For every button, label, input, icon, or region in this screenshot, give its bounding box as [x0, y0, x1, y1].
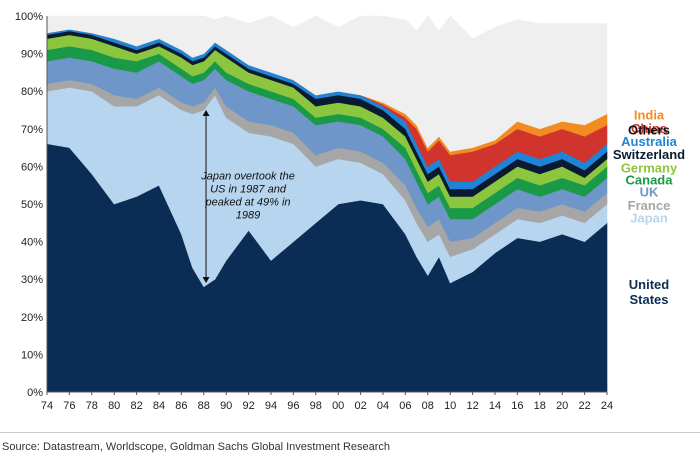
y-tick-label: 20%: [21, 312, 43, 324]
x-tick-labels: 74 76 78 80 82 84 86 88 90 92 94 96 98 00 02 04 06 08 10 12…: [41, 392, 613, 412]
x-tick-label: 80: [108, 400, 120, 412]
footer-divider: [0, 432, 700, 433]
source-note: Source: Datastream, Worldscope, Goldman …: [2, 441, 391, 453]
annotation-arrowhead-down: [202, 276, 210, 283]
x-tick-label: 08: [422, 400, 434, 412]
y-tick-label: 70%: [21, 124, 43, 136]
axes-group: [46, 16, 607, 393]
stacked-area-chart: 0% 10% 20% 30% 40% 50% 60% 70% 80% 90% 100% 74 76 78…: [15, 11, 685, 412]
x-tick-label: 96: [287, 400, 299, 412]
x-tick-label: 22: [578, 400, 590, 412]
area-others: [46, 15, 608, 152]
x-tick-label: 78: [86, 400, 98, 412]
x-tick-label: 82: [130, 400, 142, 412]
x-tick-label: 00: [332, 400, 344, 412]
legend-label-germany: Germany: [621, 160, 678, 175]
y-tick-label: 50%: [21, 199, 43, 211]
x-tick-label: 12: [466, 400, 478, 412]
x-tick-label: 16: [511, 400, 523, 412]
legend-label-india: India: [634, 108, 665, 123]
y-tick-label: 90%: [21, 49, 43, 61]
annotation-arrowhead-up: [202, 110, 210, 116]
y-tick-label: 10%: [21, 349, 43, 361]
x-tick-label: 88: [198, 400, 210, 412]
legend-label-france: France: [628, 198, 671, 213]
annotation-text: 1989: [236, 210, 260, 222]
x-tick-label: 24: [601, 400, 613, 412]
legend-label-uk: UK: [640, 185, 659, 200]
legend-label-canada: Canada: [626, 173, 674, 188]
legend-label-united-states: United: [629, 277, 670, 292]
legend-label-china: China: [631, 121, 668, 136]
x-tick-label: 14: [489, 400, 501, 412]
x-tick-label: 92: [242, 400, 254, 412]
annotation-text: peaked at 49% in: [205, 197, 291, 209]
y-tick-label: 0%: [27, 387, 43, 399]
y-tick-label: 80%: [21, 86, 43, 98]
legend-label-others: Others: [628, 123, 670, 138]
y-tick-labels: 0% 10% 20% 30% 40% 50% 60% 70% 80% 90% 100%: [15, 11, 43, 399]
area-series-group: [46, 15, 608, 393]
x-tick-label: 06: [399, 400, 411, 412]
annotation-text: US in 1987 and: [210, 184, 287, 196]
y-tick-label: 40%: [21, 237, 43, 249]
legend-label-united-states: States: [629, 292, 668, 307]
x-tick-label: 86: [175, 400, 187, 412]
x-tick-label: 04: [377, 400, 389, 412]
x-tick-label: 20: [556, 400, 568, 412]
x-tick-label: 94: [265, 400, 277, 412]
legend-label-switzerland: Switzerland: [613, 147, 685, 162]
x-tick-label: 18: [534, 400, 546, 412]
x-tick-label: 84: [153, 400, 165, 412]
legend-label-australia: Australia: [621, 134, 677, 149]
x-tick-label: 76: [63, 400, 75, 412]
y-tick-label: 30%: [21, 274, 43, 286]
legend-label-japan: Japan: [630, 210, 668, 225]
x-tick-label: 90: [220, 400, 232, 412]
x-tick-label: 02: [354, 400, 366, 412]
x-tick-label: 98: [310, 400, 322, 412]
y-tick-label: 100%: [15, 11, 43, 23]
annotation-text: Japan overtook the: [200, 171, 295, 183]
x-tick-label: 74: [41, 400, 53, 412]
x-tick-label: 10: [444, 400, 456, 412]
y-tick-label: 60%: [21, 161, 43, 173]
